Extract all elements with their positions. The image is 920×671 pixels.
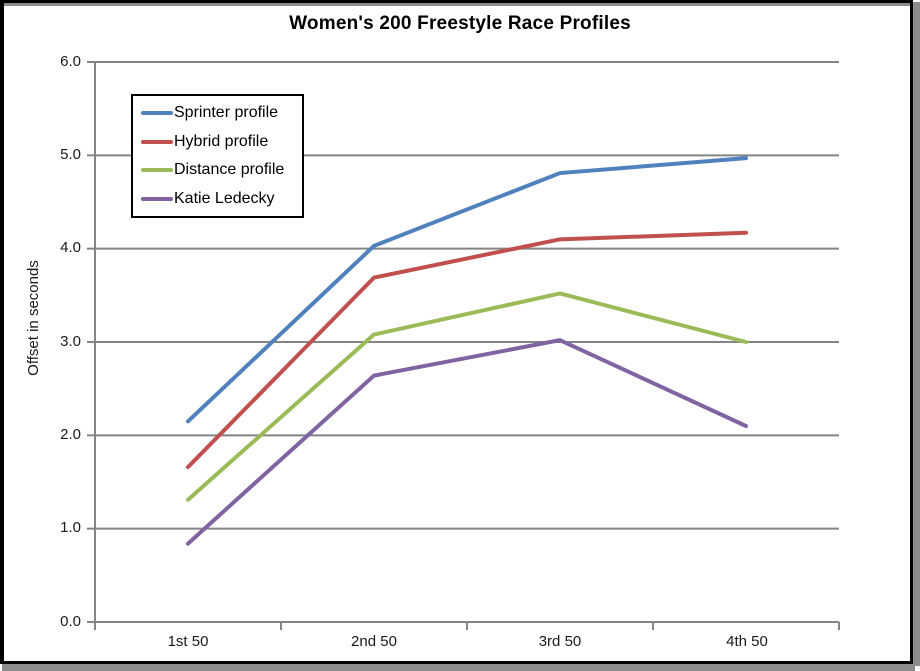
x-tick-label: 3rd 50 [538, 633, 582, 650]
legend-item: Sprinter profile [141, 104, 302, 122]
legend-line-swatch-hybrid [141, 139, 173, 144]
chart-title: Women's 200 Freestyle Race Profiles [289, 13, 631, 34]
y-tick-label: 1.0 [60, 519, 81, 536]
x-tick-label: 1st 50 [167, 633, 209, 650]
legend-line-swatch-distance [141, 168, 173, 173]
legend-label: Distance profile [174, 161, 285, 179]
legend-line-swatch-ledecky [141, 196, 173, 201]
x-tick-label: 2nd 50 [351, 633, 397, 650]
legend-item: Katie Ledecky [141, 190, 302, 208]
y-tick-label: 0.0 [60, 613, 81, 630]
y-tick-label: 6.0 [60, 53, 81, 70]
legend: Sprinter profile Hybrid profile Distance… [131, 94, 304, 218]
legend-label: Hybrid profile [174, 132, 269, 150]
legend-item: Hybrid profile [141, 133, 302, 151]
y-tick-label: 2.0 [60, 426, 81, 443]
legend-label: Sprinter profile [174, 104, 279, 122]
y-axis-title: Offset in seconds [25, 260, 42, 376]
legend-line-swatch-sprinter [141, 111, 173, 116]
legend-label: Katie Ledecky [174, 189, 275, 207]
y-tick-label: 3.0 [60, 333, 81, 350]
legend-item: Distance profile [141, 161, 302, 179]
y-tick-label: 5.0 [60, 146, 81, 163]
x-tick-label: 4th 50 [726, 633, 768, 650]
y-tick-label: 4.0 [60, 239, 81, 256]
